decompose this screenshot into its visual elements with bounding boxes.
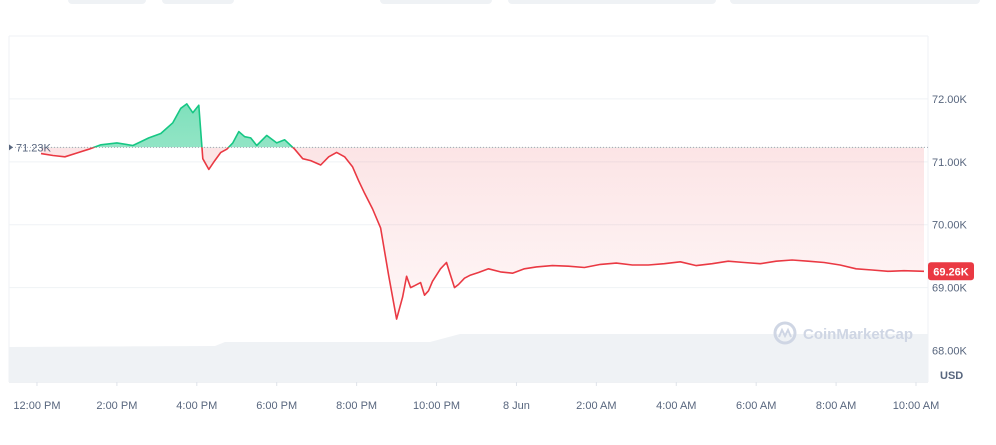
x-axis: 12:00 PM 2:00 PM 4:00 PM 6:00 PM 8:00 PM 10:0… (13, 382, 939, 412)
current-price-label: 69.26K (933, 266, 969, 278)
x-tick-label: 8:00 PM (336, 400, 377, 412)
y-tick-label: 68.00K (932, 346, 968, 358)
fill-below-reference (41, 147, 924, 320)
x-tick-label: 2:00 AM (576, 400, 616, 412)
top-tab-1[interactable] (68, 0, 146, 4)
coinmarketcap-logo-mark (778, 327, 792, 339)
x-tick-label: 4:00 PM (176, 400, 217, 412)
y-axis: 72.00K 71.00K 70.00K 69.00K 68.00K (932, 94, 968, 358)
reference-label: 71.23K (16, 142, 52, 154)
x-tick-label: 6:00 PM (256, 400, 297, 412)
price-line-up (91, 103, 294, 148)
price-line (40, 103, 925, 320)
x-tick-label: 10:00 AM (893, 400, 939, 412)
y-tick-label: 69.00K (932, 283, 968, 295)
current-price-badge-bg (928, 262, 974, 281)
price-line-down (40, 147, 925, 320)
volume-area (9, 334, 928, 382)
x-tick-label: 8 Jun (503, 400, 530, 412)
y-tick-label: 72.00K (932, 94, 968, 106)
current-price-badge: 69.26K (928, 262, 974, 281)
volume-fill (9, 334, 928, 382)
top-tab-2[interactable] (162, 0, 234, 4)
top-tab-3[interactable] (380, 0, 492, 4)
y-tick-label: 70.00K (932, 220, 968, 232)
top-tab-5[interactable] (730, 0, 980, 4)
x-tick-label: 12:00 PM (13, 400, 60, 412)
reference-caret-icon (9, 144, 13, 151)
coinmarketcap-watermark: CoinMarketCap (773, 321, 913, 345)
top-tab-4[interactable] (508, 0, 716, 4)
x-tick-label: 4:00 AM (656, 400, 696, 412)
reference-marker: 71.23K (9, 142, 52, 154)
y-tick-label: 71.00K (932, 157, 968, 169)
x-tick-label: 10:00 PM (413, 400, 460, 412)
x-tick-label: 2:00 PM (96, 400, 137, 412)
watermark-text: CoinMarketCap (803, 326, 913, 343)
currency-label: USD (940, 370, 963, 382)
x-tick-label: 8:00 AM (816, 400, 856, 412)
coinmarketcap-logo-icon (773, 321, 797, 345)
x-tick-label: 6:00 AM (736, 400, 776, 412)
price-fill (41, 103, 924, 320)
